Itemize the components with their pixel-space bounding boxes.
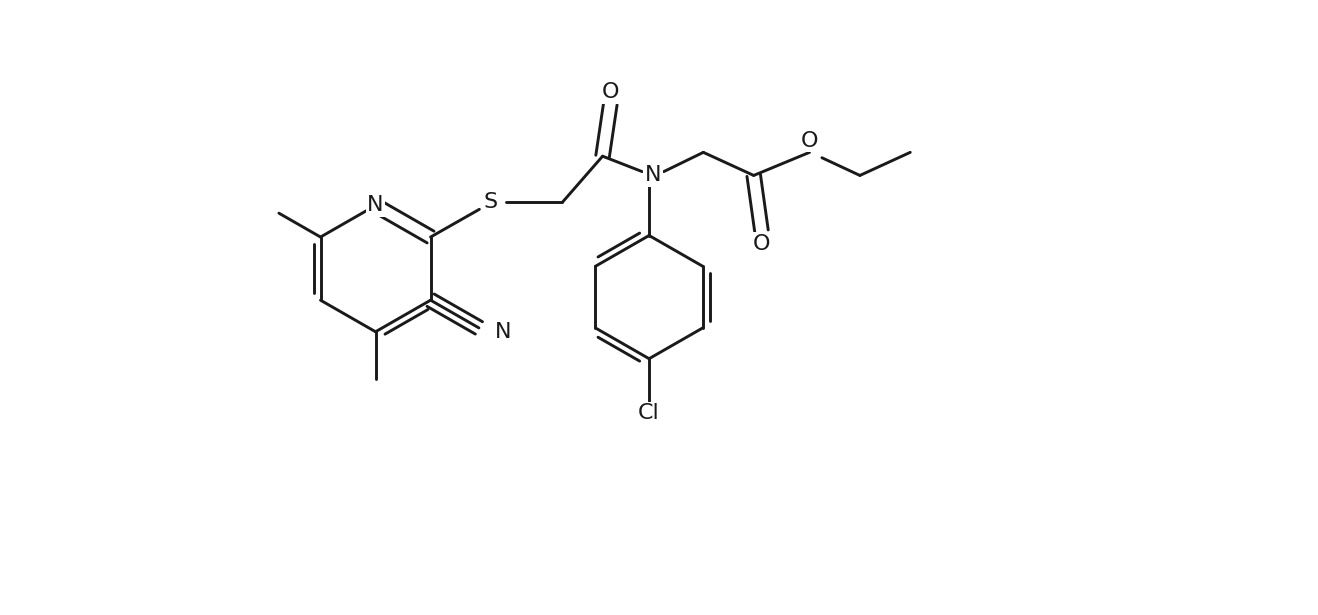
Text: O: O bbox=[601, 82, 619, 102]
Text: O: O bbox=[753, 234, 770, 254]
Text: N: N bbox=[494, 322, 511, 342]
Text: O: O bbox=[801, 131, 818, 151]
Text: S: S bbox=[484, 192, 498, 212]
Text: N: N bbox=[645, 165, 662, 186]
Text: Cl: Cl bbox=[638, 403, 660, 423]
Text: N: N bbox=[368, 196, 384, 215]
